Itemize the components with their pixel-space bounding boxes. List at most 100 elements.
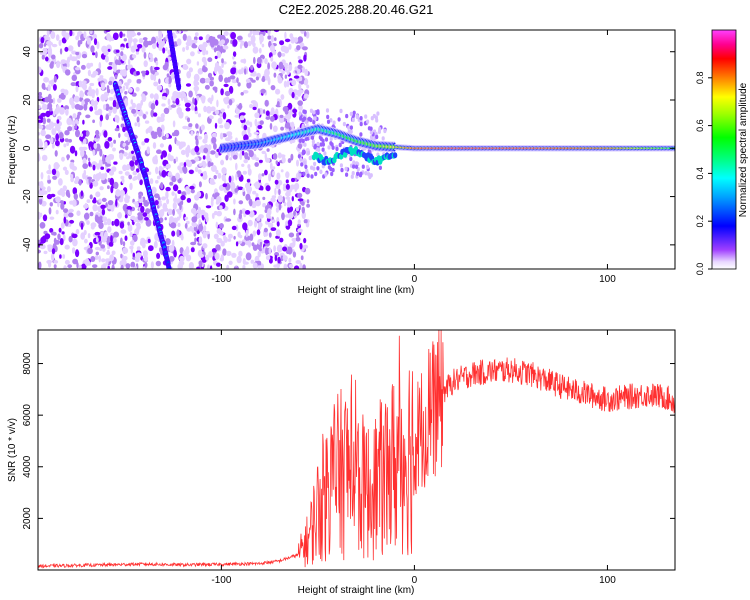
heatmap-noise-cell [231, 225, 237, 231]
snr-y-tick-label: 8000 [22, 352, 33, 375]
heatmap-noise-cell [210, 199, 214, 207]
heatmap-noise-cell [146, 127, 153, 133]
heatmap-noise-cell [145, 111, 149, 115]
heatmap-noise-cell [83, 31, 87, 39]
heatmap-noise-cell [211, 132, 217, 138]
heatmap-noise-cell [297, 64, 303, 70]
heatmap-noise-cell [195, 81, 200, 86]
heatmap-noise-cell [146, 146, 151, 154]
colorbar-tick-label: 0.8 [695, 72, 705, 85]
heatmap-noise-cell [156, 252, 161, 259]
heatmap-noise-cell [100, 166, 105, 170]
heatmap-noise-cell [71, 247, 76, 254]
heatmap-noise-cell [155, 99, 159, 106]
heatmap-noise-cell [143, 40, 149, 48]
colorbar-tick-label: 0.2 [695, 215, 705, 228]
heatmap-noise-cell [53, 260, 59, 264]
heatmap-noise-cell [367, 126, 371, 131]
heatmap-noise-cell [194, 87, 198, 96]
heatmap-noise-cell [71, 74, 78, 82]
heatmap-noise-cell [130, 99, 134, 105]
heatmap-noise-cell [217, 172, 222, 179]
colorbar-tick-label: 0.0 [695, 263, 705, 276]
heatmap-noise-cell [107, 185, 110, 190]
heatmap-noise-cell [47, 244, 53, 248]
heatmap-noise-cell [252, 230, 256, 237]
heatmap-noise-cell [95, 134, 100, 139]
heatmap-noise-cell [96, 96, 100, 103]
heatmap-noise-cell [283, 263, 288, 269]
colorbar-label: Normalized spectral amplitude [738, 82, 749, 217]
heatmap-noise-cell [115, 115, 120, 124]
heatmap-noise-cell [241, 67, 244, 75]
heatmap-noise-cell [349, 111, 353, 117]
heatmap-noise-cell [142, 37, 148, 41]
heatmap-noise-cell [200, 95, 206, 102]
heatmap-noise-cell [265, 110, 270, 116]
heatmap-noise-cell [44, 233, 51, 240]
heatmap-noise-cell [83, 103, 88, 111]
snr-plot-area [38, 330, 675, 570]
heatmap-noise-cell [83, 169, 87, 176]
heatmap-noise-cell [186, 197, 192, 203]
heatmap-noise-cell [267, 30, 271, 36]
heatmap-noise-cell [283, 46, 290, 54]
heatmap-noise-cell [213, 175, 217, 180]
heatmap-noise-cell [141, 141, 146, 146]
heatmap-noise-cell [243, 41, 249, 49]
heatmap-noise-cell [48, 164, 51, 171]
heatmap-noise-cell [243, 134, 249, 142]
heatmap-noise-cell [225, 218, 232, 222]
heatmap-noise-cell [38, 91, 42, 97]
heatmap-noise-cell [257, 265, 261, 269]
spectrogram-panel: -100 0 100 -40 -20 0 20 40 Height of straight l… [7, 29, 676, 296]
heatmap-noise-cell [258, 214, 264, 219]
heatmap-noise-cell [306, 173, 310, 178]
heatmap-noise-cell [149, 178, 154, 185]
heatmap-noise-cell [167, 153, 172, 161]
heatmap-noise-cell [309, 117, 313, 123]
heatmap-noise-cell [259, 34, 264, 38]
heatmap-noise-cell [280, 94, 285, 100]
heatmap-noise-cell [183, 161, 187, 168]
heatmap-noise-cell [180, 149, 186, 156]
heatmap-noise-cell [93, 174, 96, 180]
heatmap-noise-cell [179, 162, 185, 167]
heatmap-noise-cell [242, 222, 248, 231]
heatmap-noise-cell [136, 103, 142, 111]
heatmap-noise-cell [72, 187, 78, 195]
heatmap-noise-cell [241, 163, 245, 167]
heatmap-noise-cell [294, 37, 299, 43]
heatmap-noise-cell [286, 80, 290, 88]
heatmap-noise-cell [89, 82, 95, 87]
heatmap-noise-cell [106, 204, 112, 210]
heatmap-noise-cell [38, 153, 41, 162]
heatmap-noise-cell [151, 186, 157, 195]
heatmap-noise-cell [150, 73, 154, 81]
heatmap-noise-cell [122, 241, 126, 247]
heatmap-noise-cell [182, 30, 188, 33]
heatmap-noise-cell [234, 114, 241, 118]
heatmap-noise-cell [207, 160, 212, 168]
heatmap-noise-cell [285, 179, 289, 184]
heatmap-noise-cell [88, 161, 91, 167]
heatmap-noise-cell [278, 202, 282, 211]
heatmap-noise-cell [135, 222, 141, 227]
heatmap-noise-cell [118, 80, 122, 87]
heatmap-noise-cell [190, 207, 197, 214]
heatmap-noise-cell [144, 262, 148, 268]
heatmap-noise-cell [43, 86, 46, 91]
heatmap-noise-cell [165, 186, 171, 192]
heatmap-noise-cell [93, 38, 98, 46]
heatmap-noise-cell [172, 201, 177, 210]
heatmap-noise-cell [82, 163, 89, 170]
heatmap-noise-cell [75, 129, 80, 138]
heatmap-noise-cell [45, 56, 49, 62]
heatmap-noise-cell [244, 68, 247, 75]
heatmap-noise-cell [63, 143, 67, 148]
heatmap-noise-cell [95, 129, 100, 136]
heatmap-noise-cell [209, 150, 216, 155]
heatmap-noise-cell [168, 256, 175, 262]
heatmap-noise-cell [151, 36, 156, 45]
heatmap-noise-cell [264, 75, 270, 81]
